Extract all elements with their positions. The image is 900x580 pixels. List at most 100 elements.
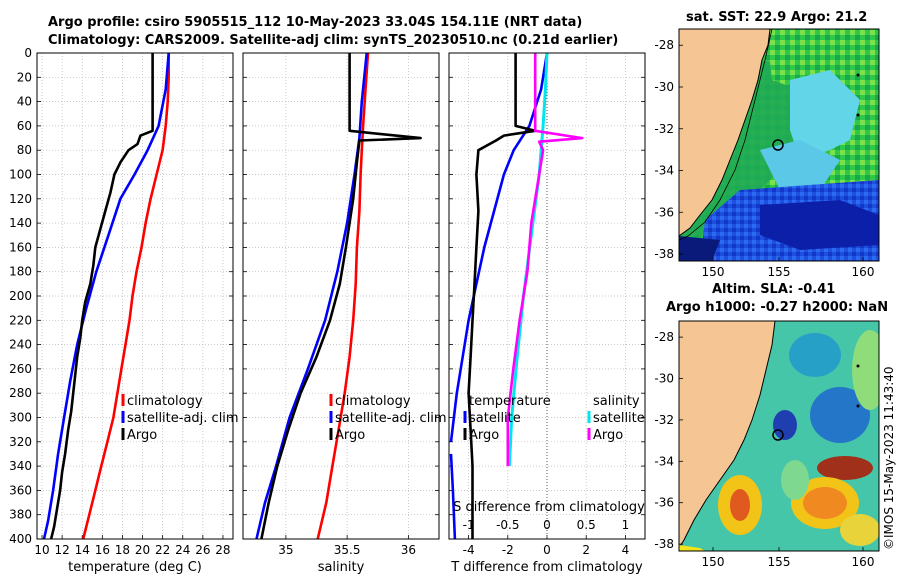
legend-label: temperature	[469, 394, 551, 409]
s-tick-label: -0.5	[496, 518, 519, 532]
legend-label: satellite-adj. clim	[335, 411, 447, 426]
map-x-tick-label: 160	[852, 265, 875, 279]
depth-tick-label: 160	[9, 240, 32, 254]
panel-frame	[448, 52, 646, 540]
map-y-tick-label: -28	[654, 38, 674, 52]
depth-tick-label: 140	[9, 216, 32, 230]
depth-tick-label: 400	[9, 532, 32, 546]
map-x-tick-label: 155	[768, 555, 791, 569]
s-tick-label: 1	[622, 518, 630, 532]
map-y-tick-label: -38	[654, 537, 674, 551]
x-tick-label: 28	[215, 543, 230, 557]
series-line-t-argo	[467, 53, 537, 539]
x-tick-label: 22	[155, 543, 170, 557]
map-x-tick-label: 160	[852, 555, 875, 569]
x-tick-label: 24	[175, 543, 190, 557]
imos-timestamp: ©IMOS 15-May-2023 11:43:40	[882, 366, 896, 550]
s-tick-label: 0	[543, 518, 551, 532]
legend-label: satellite-adj. clim	[127, 411, 239, 426]
depth-tick-label: 180	[9, 265, 32, 279]
series-line-argo	[260, 53, 422, 540]
x-tick-label: 4	[622, 543, 630, 557]
x-tick-label: -4	[463, 543, 475, 557]
depth-tick-label: 360	[9, 483, 32, 497]
panel-frame	[36, 52, 234, 540]
depth-tick-label: 240	[9, 338, 32, 352]
legend-label: climatology	[127, 394, 203, 409]
x-axis-label: temperature (deg C)	[68, 560, 202, 575]
x-tick-label: 18	[115, 543, 130, 557]
depth-tick-label: 220	[9, 313, 32, 327]
legend-label: Argo	[335, 428, 365, 443]
x-tick-label: 20	[135, 543, 150, 557]
panel-frame	[242, 52, 440, 540]
map-x-tick-label: 155	[768, 265, 791, 279]
series-line-argo	[49, 53, 154, 540]
depth-tick-label: 100	[9, 168, 32, 182]
x-tick-label: 10	[34, 543, 49, 557]
depth-tick-label: 260	[9, 362, 32, 376]
x-tick-label: 26	[195, 543, 210, 557]
map-y-tick-label: -38	[654, 247, 674, 261]
depth-tick-label: 120	[9, 192, 32, 206]
x-tick-label: 0	[543, 543, 551, 557]
x-axis-label: T difference from climatology	[450, 560, 643, 575]
x-tick-label: 36	[401, 543, 416, 557]
legend-label: Argo	[127, 428, 157, 443]
s-tick-label: 0.5	[577, 518, 596, 532]
sla-map	[679, 321, 879, 551]
depth-tick-label: 80	[17, 143, 32, 157]
sla-map-title-2: Argo h1000: -0.27 h2000: NaN	[666, 300, 889, 315]
map-y-tick-label: -32	[654, 413, 674, 427]
depth-tick-label: 340	[9, 459, 32, 473]
x-tick-label: 16	[95, 543, 110, 557]
legend-label: Argo	[469, 428, 499, 443]
depth-tick-label: 300	[9, 411, 32, 425]
series-line-climatology	[81, 53, 170, 540]
x-tick-label: 35	[278, 543, 293, 557]
depth-tick-label: 320	[9, 435, 32, 449]
sla-map-title-1: Altim. SLA: -0.41	[712, 282, 836, 297]
depth-tick-label: 200	[9, 289, 32, 303]
map-y-tick-label: -30	[654, 80, 674, 94]
s-tick-label: -1	[463, 518, 475, 532]
legend-label: satellite	[469, 411, 521, 426]
depth-tick-label: 60	[17, 119, 32, 133]
map-y-tick-label: -36	[654, 205, 674, 219]
map-y-tick-label: -34	[654, 454, 674, 468]
depth-tick-label: 20	[17, 70, 32, 84]
title-line-1: Argo profile: csiro 5905515_112 10-May-2…	[48, 15, 583, 30]
x-axis-label: salinity	[318, 560, 365, 575]
map-axis-ticks: 150 155 160 -28 -30 -32 -34 -36 -38 150 155 160 -28 -…	[654, 38, 874, 569]
map-x-tick-label: 150	[702, 555, 725, 569]
x-tick-label: -2	[502, 543, 514, 557]
sst-map-title: sat. SST: 22.9 Argo: 21.2	[686, 10, 868, 25]
salinity-panel: 35 35.5 36 salinity climatology satellite-adj…	[242, 52, 447, 575]
series-line-t-satellite-deep	[449, 453, 457, 540]
depth-tick-label: 380	[9, 508, 32, 522]
x-tick-label: 2	[582, 543, 590, 557]
x-tick-label: 35.5	[334, 543, 361, 557]
x-tick-label: 14	[75, 543, 90, 557]
s-difference-axis-label: S difference from climatology	[453, 500, 645, 515]
series-line-climatology	[316, 52, 370, 540]
map-y-tick-label: -30	[654, 372, 674, 386]
map-y-tick-label: -36	[654, 496, 674, 510]
depth-tick-label: 40	[17, 95, 32, 109]
title-line-2: Climatology: CARS2009. Satellite-adj cli…	[48, 33, 619, 48]
depth-tick-label: 0	[24, 46, 32, 60]
series-line-s-argo	[506, 53, 584, 467]
difference-panel: -4 -2 0 2 4 T difference from climatology temp…	[448, 52, 646, 575]
legend-label: satellite	[593, 411, 645, 426]
temperature-panel: 10 12 14 16 18 20 22 24 26 28 temperature (deg C) c…	[34, 52, 239, 575]
sst-map	[679, 29, 879, 261]
legend-label: climatology	[335, 394, 411, 409]
series-line-t-satellite	[449, 52, 549, 442]
legend-label: salinity	[593, 394, 640, 409]
depth-tick-label: 280	[9, 386, 32, 400]
legend-label: Argo	[593, 428, 623, 443]
map-y-tick-label: -28	[654, 330, 674, 344]
x-tick-label: 12	[54, 543, 69, 557]
map-y-tick-label: -32	[654, 122, 674, 136]
